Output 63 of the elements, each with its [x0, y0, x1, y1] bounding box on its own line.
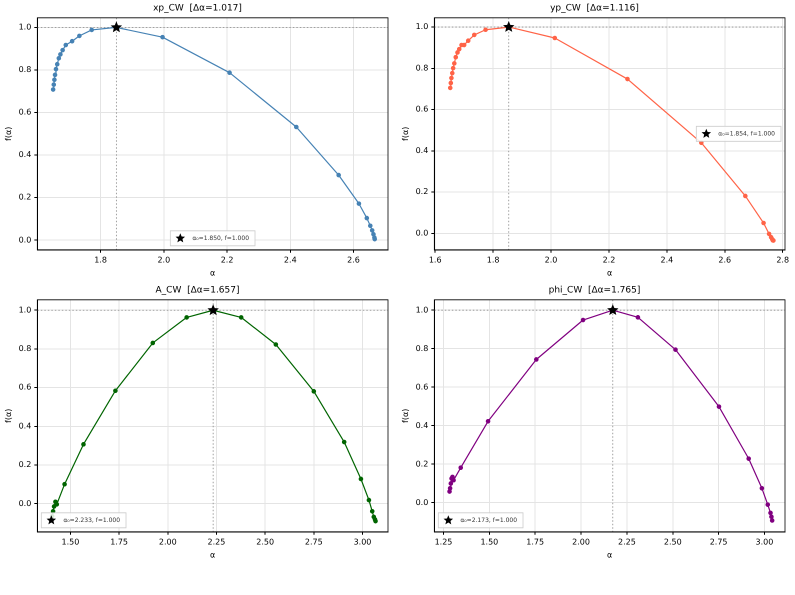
y-axis-title: f(α) — [4, 408, 13, 423]
y-axis-title: f(α) — [4, 126, 13, 141]
x-tick-label: 2.00 — [572, 538, 590, 547]
chart-title: A_CW [Δα=1.657] — [156, 286, 240, 296]
y-tick-label: 1.0 — [416, 305, 428, 314]
y-tick-label: 0.0 — [416, 228, 428, 238]
x-tick-label: 2.6 — [718, 256, 732, 265]
y-tick-label: 0.2 — [416, 459, 428, 468]
y-tick-label: 0.6 — [416, 104, 428, 114]
y-tick-label: 0.0 — [18, 498, 32, 508]
x-tick-label: 2.4 — [660, 256, 674, 265]
x-tick-label: 2.75 — [710, 538, 728, 547]
y-tick-label: 1.0 — [18, 22, 32, 32]
x-tick-label: 2.8 — [776, 256, 790, 265]
x-tick-label: 1.8 — [94, 256, 107, 265]
x-axis-title: α — [210, 268, 216, 278]
x-tick-label: 2.4 — [284, 256, 297, 265]
x-tick-label: 1.25 — [434, 538, 452, 547]
y-tick-label: 0.4 — [416, 146, 428, 155]
y-tick-label: 0.2 — [18, 192, 32, 202]
x-tick-label: 2.0 — [544, 256, 558, 265]
y-tick-label: 0.2 — [18, 460, 32, 470]
x-axis-title: α — [607, 550, 612, 560]
y-tick-label: 0.6 — [18, 108, 32, 117]
x-tick-label: 2.6 — [347, 256, 360, 265]
y-tick-label: 0.8 — [416, 344, 428, 353]
x-tick-label: 1.50 — [480, 538, 498, 547]
x-tick-label: 2.25 — [618, 538, 636, 547]
x-tick-label: 1.8 — [486, 256, 500, 265]
x-axis-title: α — [210, 550, 216, 560]
x-tick-label: 1.75 — [526, 538, 544, 547]
y-tick-label: 0.4 — [416, 420, 428, 430]
x-tick-label: 2.2 — [602, 256, 616, 265]
x-tick-label: 2.2 — [220, 256, 234, 265]
x-tick-label: 2.00 — [158, 538, 177, 547]
y-tick-label: 0.8 — [416, 63, 428, 72]
y-tick-label: 0.8 — [18, 344, 32, 354]
y-tick-label: 0.0 — [416, 498, 428, 507]
x-tick-label: 2.50 — [664, 538, 682, 547]
x-tick-label: 2.0 — [157, 256, 170, 265]
x-tick-label: 2.25 — [208, 538, 226, 547]
chart-title: yp_CW [Δα=1.116] — [550, 4, 639, 14]
chart-title: phi_CW [Δα=1.765] — [548, 286, 640, 296]
y-tick-label: 0.0 — [18, 235, 32, 244]
y-tick-label: 0.4 — [18, 421, 32, 430]
x-tick-label: 1.75 — [110, 538, 128, 547]
y-tick-label: 1.0 — [416, 22, 428, 32]
y-tick-label: 1.0 — [18, 305, 32, 314]
y-tick-label: 0.4 — [18, 150, 32, 160]
y-tick-label: 0.8 — [18, 65, 32, 74]
x-tick-label: 2.75 — [304, 538, 323, 547]
x-tick-label: 1.50 — [62, 538, 80, 547]
x-tick-label: 1.6 — [428, 256, 442, 265]
x-tick-label: 3.00 — [756, 538, 774, 547]
y-tick-label: 0.6 — [18, 382, 32, 392]
y-tick-label: 0.6 — [416, 382, 428, 392]
y-tick-label: 0.2 — [416, 187, 428, 196]
y-axis-title: f(α) — [400, 126, 410, 141]
chart-title: xp_CW [Δα=1.017] — [153, 4, 242, 14]
x-tick-label: 2.50 — [256, 538, 274, 547]
x-axis-title: α — [607, 268, 612, 278]
y-axis-title: f(α) — [400, 408, 410, 423]
x-tick-label: 3.00 — [354, 538, 372, 547]
